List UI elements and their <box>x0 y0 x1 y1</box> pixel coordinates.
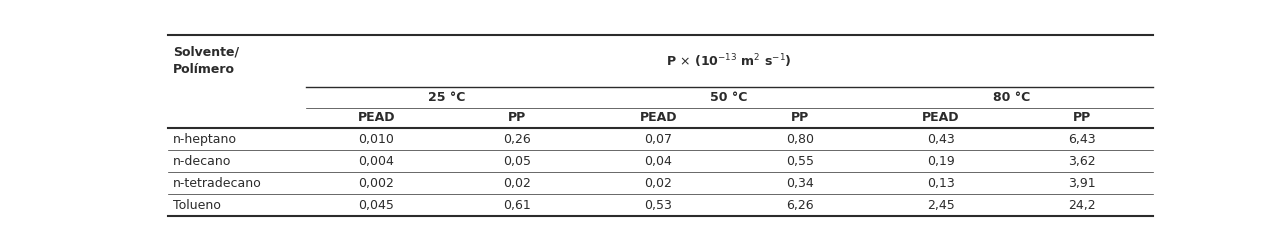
Text: Solvente/
Polímero: Solvente/ Polímero <box>173 45 240 76</box>
Text: 0,07: 0,07 <box>644 133 672 146</box>
Text: 6,43: 6,43 <box>1069 133 1096 146</box>
Text: 25 °C: 25 °C <box>429 91 466 104</box>
Text: 24,2: 24,2 <box>1069 199 1096 212</box>
Text: 0,02: 0,02 <box>503 177 531 190</box>
Text: 0,80: 0,80 <box>785 133 813 146</box>
Text: 0,045: 0,045 <box>358 199 394 212</box>
Text: 0,13: 0,13 <box>928 177 955 190</box>
Text: P $\times$ (10$^{-13}$ m$^{2}$ s$^{-1}$): P $\times$ (10$^{-13}$ m$^{2}$ s$^{-1}$) <box>666 52 792 70</box>
Text: 6,26: 6,26 <box>786 199 813 212</box>
Text: 2,45: 2,45 <box>928 199 955 212</box>
Text: 0,55: 0,55 <box>785 155 813 168</box>
Text: n-tetradecano: n-tetradecano <box>173 177 262 190</box>
Text: 0,05: 0,05 <box>503 155 531 168</box>
Text: 0,010: 0,010 <box>358 133 394 146</box>
Text: 0,61: 0,61 <box>503 199 531 212</box>
Text: 3,62: 3,62 <box>1069 155 1096 168</box>
Text: 0,19: 0,19 <box>928 155 955 168</box>
Text: 0,26: 0,26 <box>503 133 531 146</box>
Text: PP: PP <box>1073 111 1092 124</box>
Text: 3,91: 3,91 <box>1069 177 1096 190</box>
Text: n-heptano: n-heptano <box>173 133 237 146</box>
Text: 0,04: 0,04 <box>644 155 672 168</box>
Text: 0,004: 0,004 <box>358 155 394 168</box>
Text: 50 °C: 50 °C <box>711 91 748 104</box>
Text: PP: PP <box>508 111 526 124</box>
Text: 0,53: 0,53 <box>644 199 672 212</box>
Text: PEAD: PEAD <box>922 111 960 124</box>
Text: n-decano: n-decano <box>173 155 232 168</box>
Text: Tolueno: Tolueno <box>173 199 221 212</box>
Text: 0,002: 0,002 <box>358 177 394 190</box>
Text: PEAD: PEAD <box>358 111 395 124</box>
Text: 0,43: 0,43 <box>928 133 955 146</box>
Text: 0,34: 0,34 <box>786 177 813 190</box>
Text: PEAD: PEAD <box>640 111 677 124</box>
Text: 0,02: 0,02 <box>644 177 672 190</box>
Text: PP: PP <box>790 111 808 124</box>
Text: 80 °C: 80 °C <box>993 91 1030 104</box>
